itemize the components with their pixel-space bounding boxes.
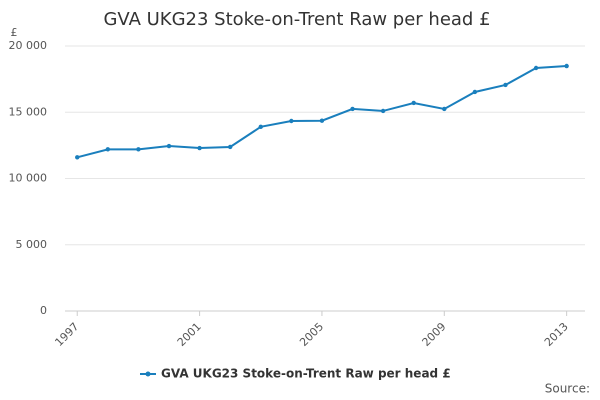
- point: [75, 155, 80, 160]
- point: [533, 65, 539, 71]
- point: [197, 145, 202, 151]
- x-tick-label: 2013: [542, 320, 571, 349]
- y-tick-label: 20 000: [9, 39, 48, 52]
- point: [564, 63, 569, 69]
- y-axis-label: £: [11, 26, 18, 39]
- legend-marker: [145, 371, 151, 377]
- point: [380, 108, 386, 114]
- x-tick-label: 1997: [52, 320, 81, 349]
- point: [227, 144, 233, 150]
- point: [105, 147, 111, 152]
- chart-title: GVA UKG23 Stoke-on-Trent Raw per head £: [103, 9, 490, 30]
- point: [503, 82, 508, 88]
- legend-label: GVA UKG23 Stoke-on-Trent Raw per head £: [161, 367, 451, 381]
- point: [166, 143, 172, 149]
- y-tick-label: 5 000: [16, 238, 48, 251]
- y-tick-label: 10 000: [9, 172, 48, 185]
- x-tick-label: 2009: [420, 320, 449, 349]
- y-tick-label: 15 000: [9, 105, 48, 118]
- point: [411, 100, 416, 106]
- point: [258, 124, 263, 130]
- point: [136, 147, 141, 152]
- point: [442, 106, 447, 112]
- x-tick-label: 2001: [175, 320, 204, 349]
- point: [319, 118, 325, 123]
- point: [472, 89, 478, 95]
- point: [289, 118, 294, 124]
- source: Source:: [545, 382, 590, 396]
- y-tick-label: 0: [40, 304, 47, 317]
- series-line: [76, 65, 567, 159]
- x-tick-label: 2005: [297, 320, 326, 349]
- point: [350, 106, 355, 112]
